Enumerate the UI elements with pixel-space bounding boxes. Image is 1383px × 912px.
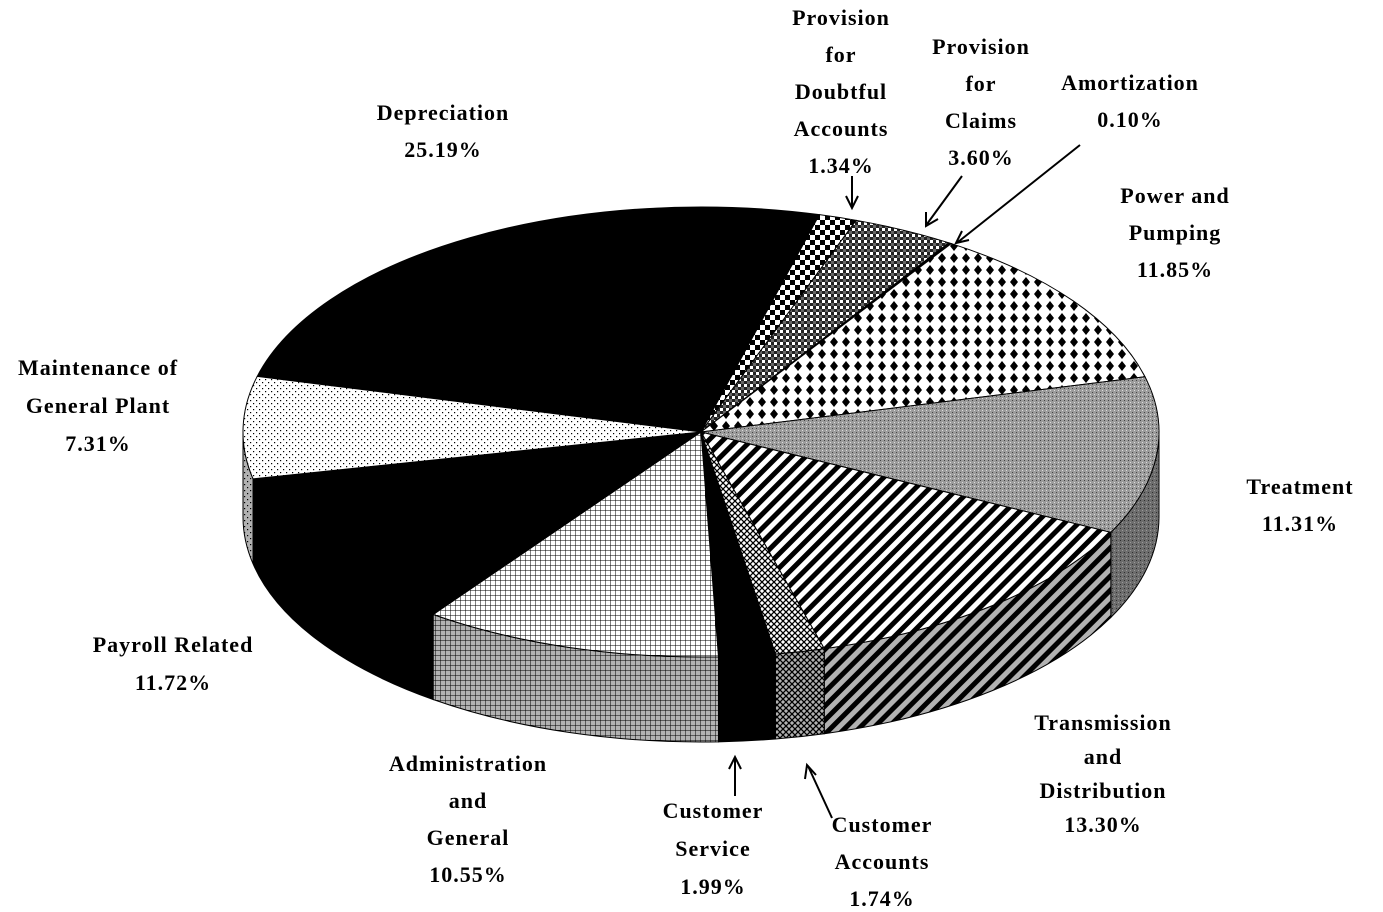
value-label: 1.99% [680,874,746,899]
label-line: Maintenance of [18,355,178,380]
label-line: for [965,71,996,96]
pie-slice [699,243,1146,433]
category-label: Provision for Claims [932,34,1030,133]
category-label: Treatment [1246,474,1353,499]
value-label: 11.72% [135,670,211,695]
category-label: Provision for Doubtful Accounts [792,5,890,141]
arrow [804,762,833,819]
arrows [728,144,1081,819]
category-label: Customer Service [663,798,764,861]
pie-slice [252,431,702,616]
category-label: Maintenance of General Plant [18,355,178,418]
pie-slice [242,375,702,480]
side-shade [433,614,719,742]
label-line: and [449,788,487,813]
label-line: Treatment [1246,474,1353,499]
value-label: 10.55% [429,862,507,887]
category-label: Transmission and Distribution [1034,710,1172,803]
side-shade [718,654,776,742]
value-label: 13.30% [1064,812,1142,837]
category-label: Administration and General [389,751,547,850]
label-line: Power and [1120,183,1229,208]
label-line: Claims [945,108,1017,133]
side-shade [243,432,254,564]
category-label: Payroll Related [93,632,254,657]
arrow [925,175,963,228]
value-label: 3.60% [948,145,1014,170]
category-label: Depreciation [377,100,510,125]
side-shade [775,648,825,740]
label-line: General Plant [26,393,170,418]
category-label: Power and Pumping [1120,183,1229,245]
label-line: General [427,825,510,850]
label-line: Customer [832,812,933,837]
value-label: 1.74% [849,886,915,911]
label-line: Depreciation [377,100,510,125]
label-line: Distribution [1040,778,1167,803]
label-line: Provision [792,5,890,30]
label-line: Accounts [794,116,889,141]
value-label: 1.34% [808,153,874,178]
label-line: Amortization [1061,70,1199,95]
label-line: Customer [663,798,764,823]
side-shade [824,532,1111,734]
label-line: Payroll Related [93,632,254,657]
value-label: 0.10% [1097,107,1163,132]
label-line: Doubtful [795,79,887,104]
value-label: 11.85% [1137,257,1213,282]
pie-sides [242,431,1160,743]
label-line: for [825,42,856,67]
value-label: 7.31% [65,431,131,456]
label-line: Pumping [1129,220,1222,245]
arrow [845,176,859,211]
pie-slice [256,206,821,433]
labels: Depreciation 25.19% Provision for Doubtful Ac… [18,5,1353,911]
label-line: Administration [389,751,547,776]
label-line: Service [675,836,750,861]
label-line: Provision [932,34,1030,59]
label-line: and [1084,744,1122,769]
pie-slice [700,376,1160,533]
pie-slice [432,431,720,658]
side-shade [253,478,434,700]
arrow [954,144,1081,245]
pie-tops [242,206,1160,658]
category-label: Customer Accounts [832,812,933,874]
side-shade [1110,432,1159,618]
value-label: 11.31% [1262,511,1338,536]
category-label: Amortization [1061,70,1199,95]
arrow [728,754,742,796]
pie-slice [699,431,1112,650]
value-label: 25.19% [404,137,482,162]
label-line: Accounts [835,849,930,874]
label-line: Transmission [1034,710,1172,735]
